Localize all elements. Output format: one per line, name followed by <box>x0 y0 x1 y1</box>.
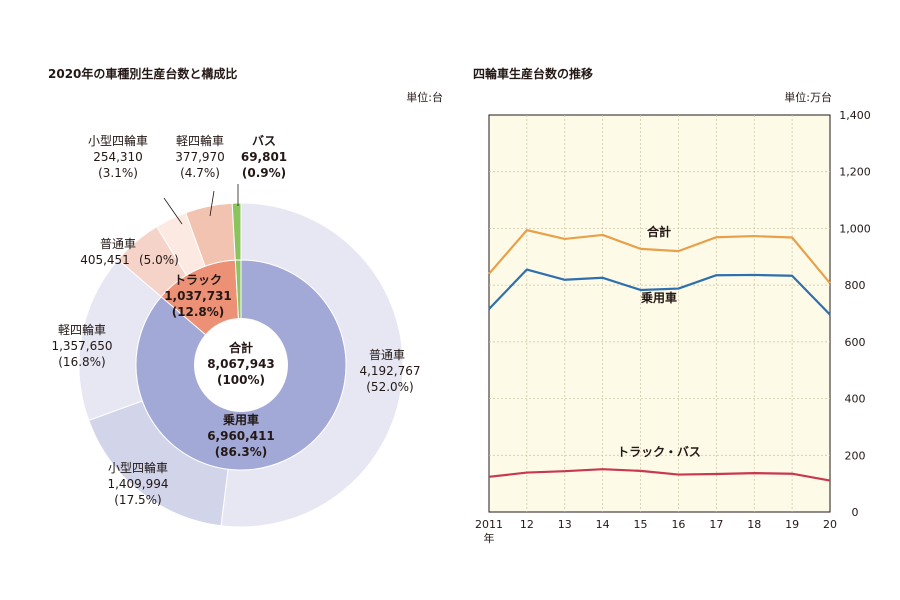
series-line-0 <box>488 229 831 284</box>
line-chart-title: 四輪車生産台数の推移 <box>473 66 593 81</box>
outer-label-standard-truck-name: 普通車 <box>100 237 136 251</box>
outer-label-small-car-value: 1,409,994 <box>107 477 168 491</box>
y-tick-label: 1,400 <box>839 109 871 122</box>
line-series <box>488 229 831 482</box>
y-tick-label: 1,000 <box>839 222 871 235</box>
outer-label-standard-car-pct: (52.0%) <box>366 380 413 394</box>
inner-label-passenger-name: 乗用車 <box>223 412 259 427</box>
inner-label-truck-pct: (12.8%) <box>172 305 225 319</box>
x-tick-label: 16 <box>671 518 685 531</box>
line-chart: 四輪車生産台数の推移 単位:万台 0 200 400 600 800 1,000 1,200… <box>473 66 871 545</box>
x-tick-label: 15 <box>634 518 648 531</box>
x-tick-label: 19 <box>785 518 799 531</box>
y-tick-label: 200 <box>845 449 866 462</box>
pie-center-hole <box>194 318 288 412</box>
line-x-ticks: 2011 12 13 14 15 16 17 18 19 20 <box>475 518 837 531</box>
outer-label-small-truck-name: 小型四輪車 <box>88 133 148 148</box>
x-tick-label: 18 <box>747 518 761 531</box>
outer-label-mini-car-name: 軽四輪車 <box>58 322 106 337</box>
pie-leader-lines <box>163 184 239 225</box>
line-y-ticks: 0 200 400 600 800 1,000 1,200 1,400 <box>839 109 871 519</box>
line-grid <box>489 115 830 512</box>
outer-label-bus-value: 69,801 <box>241 150 287 164</box>
series-line-2 <box>488 468 831 482</box>
leader-line-0 <box>163 197 183 225</box>
outer-label-bus-name: バス <box>252 134 276 148</box>
outer-label-standard-truck-pct: (5.0%) <box>139 253 179 267</box>
outer-label-mini-car-value: 1,357,650 <box>51 339 112 353</box>
leader-line-1 <box>209 190 215 217</box>
outer-label-standard-car-value: 4,192,767 <box>359 364 420 378</box>
pie-chart-title: 2020年の車種別生産台数と構成比 <box>48 66 237 81</box>
outer-label-mini-truck-name: 軽四輪車 <box>176 133 224 148</box>
outer-label-small-truck-pct: (3.1%) <box>98 166 138 180</box>
y-tick-label: 400 <box>845 393 866 406</box>
outer-label-small-car-name: 小型四輪車 <box>108 460 168 475</box>
y-tick-label: 800 <box>845 279 866 292</box>
outer-label-small-truck-value: 254,310 <box>93 150 143 164</box>
y-tick-label: 600 <box>845 336 866 349</box>
series-line-1 <box>488 268 831 316</box>
x-tick-label: 2011 <box>475 518 503 531</box>
inner-label-truck-name: トラック <box>174 273 222 287</box>
outer-label-standard-car-name: 普通車 <box>369 348 405 362</box>
inner-label-truck-value: 1,037,731 <box>164 289 232 303</box>
x-tick-label: 14 <box>596 518 610 531</box>
pie-total-label: 合計 <box>229 340 253 355</box>
outer-label-mini-truck-pct: (4.7%) <box>180 166 220 180</box>
series-label-total: 合計 <box>647 224 671 239</box>
outer-label-mini-car-pct: (16.8%) <box>58 355 105 369</box>
outer-label-mini-truck-value: 377,970 <box>175 150 225 164</box>
line-plot-area <box>488 114 831 513</box>
x-tick-label: 12 <box>520 518 534 531</box>
inner-label-passenger-pct: (86.3%) <box>215 445 268 459</box>
x-tick-label: 20 <box>823 518 837 531</box>
pie-chart: 2020年の車種別生産台数と構成比 単位:台 合計 8,067,943 (100… <box>48 66 443 528</box>
pie-outer-ring <box>78 202 404 528</box>
inner-label-passenger-value: 6,960,411 <box>207 429 275 443</box>
pie-chart-unit: 単位:台 <box>406 90 443 104</box>
pie-total-value: 8,067,943 <box>207 357 275 371</box>
outer-label-standard-truck-value: 405,451 <box>80 253 130 267</box>
y-tick-label: 1,200 <box>839 166 871 179</box>
line-chart-unit: 単位:万台 <box>784 90 832 104</box>
outer-label-bus-pct: (0.9%) <box>242 166 286 180</box>
series-label-truck-bus: トラック・バス <box>617 445 701 459</box>
x-tick-label: 13 <box>558 518 572 531</box>
pie-total-pct: (100%) <box>217 373 265 387</box>
outer-label-small-car-pct: (17.5%) <box>114 493 161 507</box>
y-tick-label: 0 <box>852 506 859 519</box>
series-label-passenger: 乗用車 <box>641 290 677 305</box>
x-tick-label: 17 <box>709 518 723 531</box>
x-axis-year-suffix: 年 <box>484 531 495 545</box>
